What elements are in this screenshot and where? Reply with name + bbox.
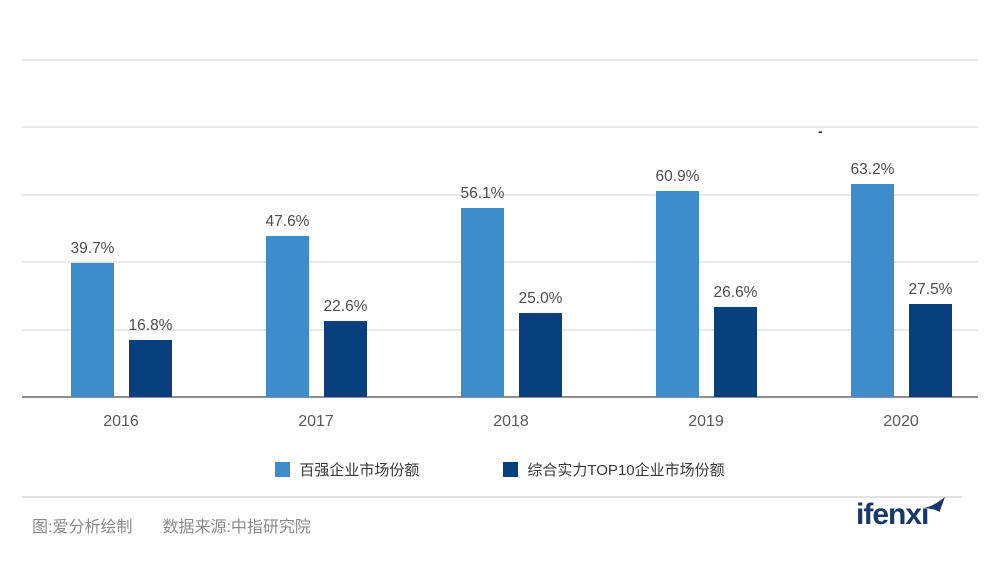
ifenxi-logo-arrow-icon bbox=[924, 497, 945, 512]
bar-value-label-2017-series2: 22.6% bbox=[323, 298, 368, 315]
footer-credits: 图:爱分析绘制 数据来源:中指研究院 bbox=[32, 513, 311, 537]
legend-item-top10-share: 综合实力TOP10企业市场份额 bbox=[503, 459, 725, 480]
bar-value-label-2020-series2: 27.5% bbox=[908, 281, 953, 298]
bar-value-label-2020-series1: 63.2% bbox=[850, 161, 895, 178]
bar-2018-series1 bbox=[461, 208, 504, 397]
bar-value-label-2016-series1: 39.7% bbox=[70, 240, 115, 257]
x-axis-line bbox=[22, 396, 978, 398]
bar-2019-series2 bbox=[714, 307, 757, 397]
bar-2020-series1 bbox=[851, 184, 894, 397]
data-source-text: 数据来源:中指研究院 bbox=[162, 519, 311, 536]
stray-dash-mark: - bbox=[818, 123, 823, 139]
bar-2018-series2 bbox=[519, 313, 562, 397]
ifenxi-logo-text: ifenxı bbox=[856, 498, 929, 531]
legend-swatch-dark-blue bbox=[503, 462, 519, 477]
chart-credit-text: 图:爱分析绘制 bbox=[32, 519, 133, 536]
legend-swatch-light-blue bbox=[275, 462, 291, 477]
bar-value-label-2018-series2: 25.0% bbox=[518, 290, 563, 307]
legend-label-top100-share: 百强企业市场份额 bbox=[299, 462, 420, 479]
bar-value-label-2018-series1: 56.1% bbox=[460, 185, 505, 202]
bar-value-label-2019-series2: 26.6% bbox=[713, 284, 758, 301]
legend-item-top100-share: 百强企业市场份额 bbox=[275, 459, 419, 480]
category-label-2016: 2016 bbox=[103, 413, 139, 430]
bar-2016-series1 bbox=[71, 263, 114, 397]
bar-2016-series2 bbox=[129, 340, 172, 397]
ifenxi-logo: ifenxı bbox=[856, 497, 976, 540]
bar-value-label-2016-series2: 16.8% bbox=[128, 317, 173, 334]
bar-value-label-2019-series1: 60.9% bbox=[655, 168, 700, 185]
category-label-2019: 2019 bbox=[688, 413, 724, 430]
legend-label-top10-share: 综合实力TOP10企业市场份额 bbox=[527, 462, 725, 479]
gridline-60-percent bbox=[22, 193, 978, 196]
gridline-80-percent bbox=[22, 126, 978, 128]
bar-2019-series1 bbox=[656, 191, 699, 397]
category-label-2018: 2018 bbox=[493, 413, 529, 430]
bar-2017-series2 bbox=[324, 321, 367, 397]
gridline-100-percent bbox=[22, 58, 978, 61]
bar-2017-series1 bbox=[266, 236, 309, 397]
chart-legend: 百强企业市场份额 综合实力TOP10企业市场份额 bbox=[0, 459, 1000, 480]
bar-value-label-2017-series1: 47.6% bbox=[265, 213, 310, 230]
category-label-2017: 2017 bbox=[298, 413, 334, 430]
bar-2020-series2 bbox=[909, 304, 952, 397]
category-label-2020: 2020 bbox=[883, 413, 919, 430]
footer-divider-line bbox=[22, 496, 962, 498]
